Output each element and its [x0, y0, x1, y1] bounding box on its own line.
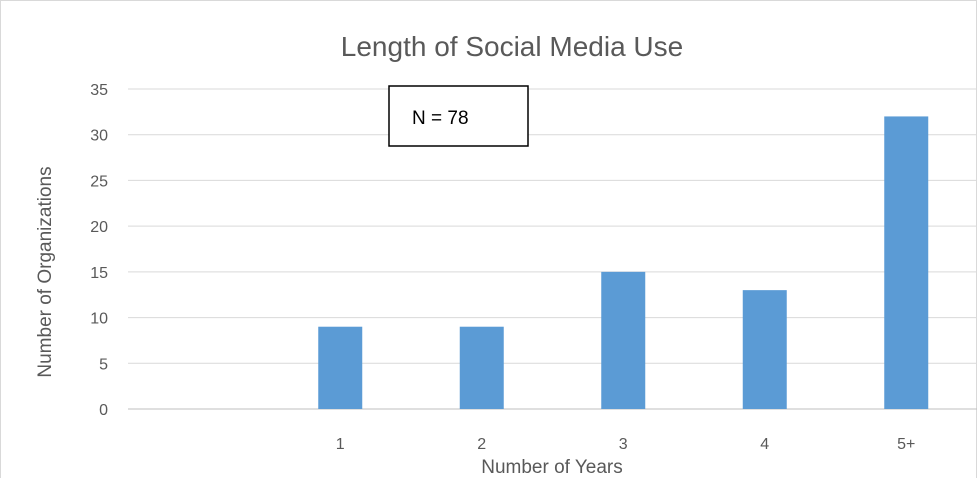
x-axis-tick-labels: 1 2 3 4 5+: [336, 436, 916, 453]
x-tick-label: 2: [477, 436, 486, 453]
gridlines: [128, 88, 977, 410]
annotation-box: N = 78: [388, 85, 529, 147]
x-tick-label: 5+: [897, 436, 915, 453]
bar-3: [601, 271, 646, 409]
y-axis-label: Number of Organizations: [35, 166, 56, 377]
x-tick-label: 3: [619, 436, 628, 453]
y-tick-label: 30: [90, 128, 108, 145]
y-tick-label: 35: [90, 82, 108, 99]
annotation-text: N = 78: [412, 108, 469, 129]
bar-1: [318, 326, 363, 409]
y-tick-label: 10: [90, 311, 108, 328]
chart-title: Length of Social Media Use: [341, 31, 683, 62]
x-axis-label: Number of Years: [481, 457, 623, 478]
bar-5plus: [884, 116, 929, 409]
y-tick-label: 15: [90, 265, 108, 282]
y-tick-label: 0: [99, 402, 108, 419]
x-tick-label: 4: [760, 436, 769, 453]
x-tick-label: 1: [336, 436, 345, 453]
y-tick-label: 20: [90, 219, 108, 236]
y-tick-label: 25: [90, 173, 108, 190]
bar-2: [459, 326, 504, 409]
annotation-box-border: [388, 85, 529, 147]
y-tick-label: 5: [99, 356, 108, 373]
bars: [318, 116, 929, 409]
y-axis-tick-labels: 0 5 10 15 20 25 30 35: [90, 82, 108, 419]
bar-4: [742, 290, 787, 409]
